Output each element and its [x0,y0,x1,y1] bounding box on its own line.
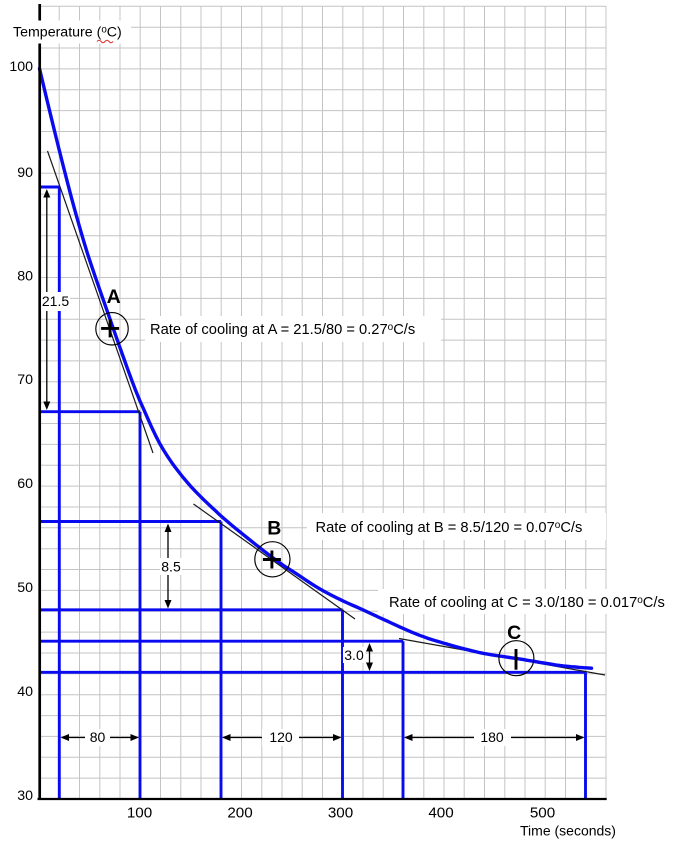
svg-text:300: 300 [328,805,353,822]
svg-text:21.5: 21.5 [42,293,69,309]
svg-text:200: 200 [227,805,252,822]
svg-text:30: 30 [17,788,33,804]
svg-text:90: 90 [17,165,33,181]
svg-text:A: A [107,286,121,308]
svg-text:Temperature (oC): Temperature (oC) [13,25,122,41]
svg-text:60: 60 [17,476,33,492]
svg-text:40: 40 [17,684,33,700]
svg-text:Rate of cooling at A = 21.5/80: Rate of cooling at A = 21.5/80 = 0.27oC/… [150,322,415,338]
svg-text:C: C [507,622,521,644]
svg-text:3.0: 3.0 [344,647,364,663]
svg-text:500: 500 [530,805,555,822]
svg-text:80: 80 [90,729,106,745]
svg-text:120: 120 [269,729,293,745]
svg-text:80: 80 [17,269,33,285]
svg-text:180: 180 [480,729,504,745]
svg-text:100: 100 [9,59,33,75]
svg-text:50: 50 [17,580,33,596]
svg-text:Time (seconds): Time (seconds) [520,823,616,839]
svg-text:8.5: 8.5 [161,559,181,575]
svg-text:400: 400 [428,805,453,822]
svg-text:B: B [267,517,281,539]
svg-text:70: 70 [17,372,33,388]
svg-text:Rate of cooling at B = 8.5/120: Rate of cooling at B = 8.5/120 = 0.07oC/… [316,520,583,536]
svg-text:Rate of cooling at C = 3.0/180: Rate of cooling at C = 3.0/180 = 0.017oC… [389,595,665,611]
svg-text:100: 100 [127,805,152,822]
